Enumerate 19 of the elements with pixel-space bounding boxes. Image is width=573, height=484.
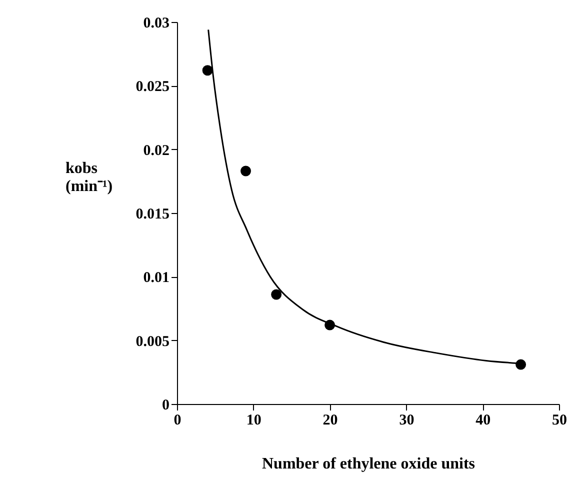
point [202, 65, 213, 76]
y-tick-label: 0.01 [143, 270, 170, 286]
y-tick-label: 0.025 [136, 79, 170, 96]
y-tick-label: 0.03 [143, 16, 170, 32]
y-axis-title: kobs (min⁻¹) [66, 160, 113, 196]
x-tick-label: 40 [476, 412, 491, 428]
x-tick-label: 10 [246, 412, 262, 428]
y-tick-label: 0.02 [143, 142, 170, 159]
point [240, 166, 252, 176]
y-tick-label: 0 [162, 398, 170, 414]
x-tick-label: 0 [174, 412, 182, 428]
x-tick-label: 20 [322, 412, 338, 428]
y-tick-label: 0.015 [136, 206, 170, 222]
point [516, 359, 526, 370]
x-tick-label: 30 [399, 412, 414, 428]
point [271, 289, 282, 300]
x-tick-label: 50 [552, 412, 567, 428]
x-axis-title: Number of ethylene oxide units [262, 456, 476, 472]
y-tick-label: 0.005 [136, 334, 170, 350]
